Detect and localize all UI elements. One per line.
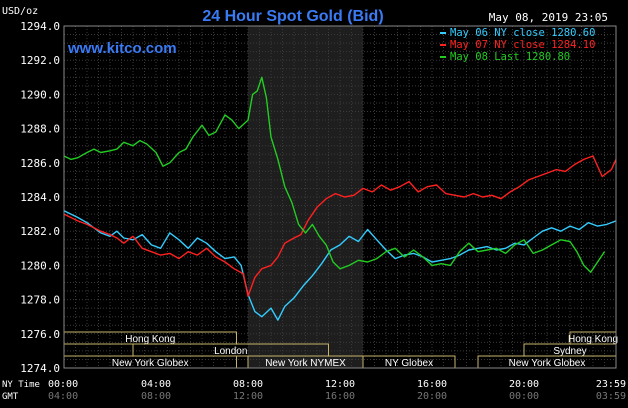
session-bar: New York NYMEX <box>247 355 364 369</box>
series-line-0 <box>63 210 617 321</box>
x-tick-label-gmt: 03:59 <box>596 391 626 402</box>
y-tick-label: 1284.0 <box>20 191 60 204</box>
session-bar-label: Sydney <box>553 346 586 357</box>
legend-entry: May 08 Last 1280.80 <box>450 51 570 63</box>
x-tick-label-gmt: 04:00 <box>48 391 78 402</box>
x-tick-label-ny: 23:59 <box>596 379 626 390</box>
session-bar-label: New York Globex <box>509 358 586 369</box>
legend-entry: May 07 NY close 1284.10 <box>450 39 595 51</box>
x-tick-label-ny: 08:00 <box>233 379 263 390</box>
plot-border <box>63 25 617 369</box>
y-tick-label: 1280.0 <box>20 259 60 272</box>
x-tick-label-ny: 16:00 <box>417 379 447 390</box>
x-tick-label-gmt: 12:00 <box>233 391 263 402</box>
x-tick-label-ny: 20:00 <box>509 379 539 390</box>
y-tick-label: 1274.0 <box>20 362 60 375</box>
x-tick-label-gmt: 20:00 <box>417 391 447 402</box>
session-bar-label: NY Globex <box>385 358 433 369</box>
session-bar-label: New York Globex <box>112 358 189 369</box>
session-bar-label: Hong Kong <box>125 334 175 345</box>
x-tick-label-gmt: 00:00 <box>509 391 539 402</box>
session-bar-label: London <box>214 346 247 357</box>
y-tick-label: 1292.0 <box>20 54 60 67</box>
x-tick-label-ny: 12:00 <box>325 379 355 390</box>
x-tick-label-ny: 00:00 <box>48 379 78 390</box>
x-axis-label-ny: NY Time <box>2 380 40 390</box>
y-tick-label: 1276.0 <box>20 328 60 341</box>
session-bar-label: Hong Kong <box>568 334 618 345</box>
series-line-2 <box>63 76 606 273</box>
chart-grid <box>63 25 617 369</box>
y-axis-unit: USD/oz <box>2 6 38 17</box>
session-bar: Hong Kong <box>568 331 618 345</box>
session-bar-label: New York NYMEX <box>265 358 346 369</box>
x-axis-label-gmt: GMT <box>2 392 19 402</box>
source-url: www.kitco.com <box>67 40 177 57</box>
x-tick-label-gmt: 16:00 <box>325 391 355 402</box>
x-tick-label-ny: 04:00 <box>141 379 171 390</box>
series-line-1 <box>63 155 617 297</box>
chart-title: 24 Hour Spot Gold (Bid) <box>202 8 383 25</box>
y-tick-label: 1288.0 <box>20 123 60 136</box>
chart-series <box>63 76 617 321</box>
y-tick-label: 1294.0 <box>20 20 60 33</box>
chart-timestamp: May 08, 2019 23:05 <box>489 11 608 24</box>
legend-entry: May 06 NY close 1280.60 <box>450 27 595 39</box>
y-tick-label: 1290.0 <box>20 88 60 101</box>
y-tick-label: 1286.0 <box>20 157 60 170</box>
y-tick-label: 1278.0 <box>20 294 60 307</box>
y-tick-label: 1282.0 <box>20 225 60 238</box>
chart-axes: 1294.0 1292.0 1290.0 1288.0 1286.0 1284.0 1282… <box>20 20 626 402</box>
x-tick-label-gmt: 08:00 <box>141 391 171 402</box>
